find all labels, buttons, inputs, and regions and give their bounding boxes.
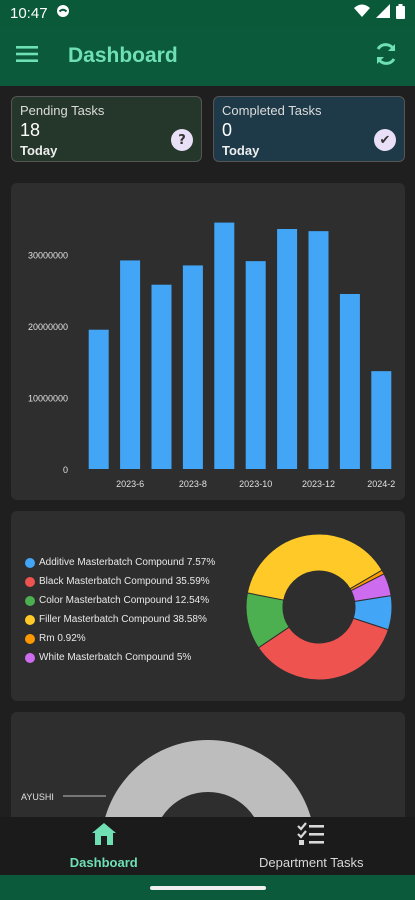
bar xyxy=(182,265,203,469)
donut-slice xyxy=(257,617,389,681)
bar xyxy=(371,371,392,469)
status-time: 10:47 xyxy=(10,4,48,22)
bar xyxy=(120,260,141,469)
completed-tasks-card[interactable]: Completed Tasks 0 Today ✔ xyxy=(213,96,405,162)
legend-item: White Masterbatch Compound 5% xyxy=(25,648,215,667)
x-tick-label: 2023-6 xyxy=(116,479,144,489)
y-tick-label: 20000000 xyxy=(28,322,68,332)
legend-dot xyxy=(25,633,35,644)
legend-label: Color Masterbatch Compound 12.54% xyxy=(39,595,210,606)
checklist-icon xyxy=(297,822,325,851)
y-tick-label: 0 xyxy=(63,465,68,475)
donut-chart-panel: Additive Masterbatch Compound 7.57% Black… xyxy=(11,511,405,701)
legend-label: Additive Masterbatch Compound 7.57% xyxy=(39,557,216,568)
pending-tasks-card[interactable]: Pending Tasks 18 Today ? xyxy=(11,96,202,162)
completed-tasks-value: 0 xyxy=(222,120,233,140)
question-icon: ? xyxy=(171,129,193,151)
check-icon: ✔ xyxy=(374,129,396,151)
x-tick-label: 2023-12 xyxy=(302,479,335,489)
home-icon xyxy=(91,822,117,851)
donut-chart xyxy=(245,533,393,681)
menu-icon[interactable] xyxy=(16,45,38,67)
completed-tasks-period: Today xyxy=(222,143,260,158)
legend-item: Rm 0.92% xyxy=(25,629,215,648)
nav-dashboard-label: Dashboard xyxy=(69,855,138,870)
bar xyxy=(214,222,235,469)
bar xyxy=(277,229,298,469)
user-donut-chart: AYUSHI xyxy=(21,740,311,817)
home-handle[interactable] xyxy=(150,886,266,890)
legend-dot xyxy=(25,652,35,663)
nav-dashboard[interactable]: Dashboard xyxy=(0,817,208,875)
bar xyxy=(88,329,109,469)
pending-tasks-label: Pending Tasks xyxy=(20,103,105,118)
legend-label: Rm 0.92% xyxy=(39,633,86,644)
legend-dot xyxy=(25,557,35,568)
x-tick-label: 2023-8 xyxy=(179,479,207,489)
legend-item: Filler Masterbatch Compound 38.58% xyxy=(25,610,215,629)
bar xyxy=(308,231,329,469)
battery-icon xyxy=(396,3,405,23)
system-nav-bar xyxy=(0,875,415,900)
legend-label: Black Masterbatch Compound 35.59% xyxy=(39,576,210,587)
notification-icon xyxy=(56,4,70,22)
donut-slice xyxy=(350,573,392,602)
bar xyxy=(245,261,266,469)
user-chart-panel: AYUSHI xyxy=(11,712,405,817)
legend-item: Additive Masterbatch Compound 7.57% xyxy=(25,553,215,572)
nav-department-tasks-label: Department Tasks xyxy=(258,855,364,870)
bar-chart: 0 10000000 20000000 30000000 2023-6 2023-8 202… xyxy=(28,222,395,489)
page-title: Dashboard xyxy=(68,44,178,67)
bar xyxy=(339,294,360,469)
app-bar: Dashboard xyxy=(0,26,415,86)
bottom-navigation: Dashboard Department Tasks xyxy=(0,817,415,875)
pending-tasks-value: 18 xyxy=(20,120,41,140)
x-tick-label: 2024-2 xyxy=(367,479,395,489)
donut-slice xyxy=(105,740,311,817)
refresh-icon[interactable] xyxy=(373,41,399,71)
legend-label: White Masterbatch Compound 5% xyxy=(39,652,192,663)
bar-chart-panel: 0 10000000 20000000 30000000 2023-6 2023-8 202… xyxy=(11,183,405,500)
donut-slice xyxy=(246,533,383,601)
nav-department-tasks[interactable]: Department Tasks xyxy=(208,817,415,875)
legend-label: Filler Masterbatch Compound 38.58% xyxy=(39,614,207,625)
y-tick-label: 10000000 xyxy=(28,394,68,404)
pending-tasks-period: Today xyxy=(20,143,58,158)
wifi-icon xyxy=(354,4,370,22)
legend-item: Color Masterbatch Compound 12.54% xyxy=(25,591,215,610)
bar xyxy=(151,284,172,469)
legend-dot xyxy=(25,595,35,606)
x-tick-label: 2023-10 xyxy=(239,479,272,489)
signal-icon xyxy=(376,4,390,22)
legend-dot xyxy=(25,614,35,625)
donut-legend: Additive Masterbatch Compound 7.57% Black… xyxy=(25,553,215,667)
status-bar: 10:47 xyxy=(0,0,415,26)
legend-dot xyxy=(25,576,35,587)
y-tick-label: 30000000 xyxy=(28,251,68,261)
slice-label: AYUSHI xyxy=(21,792,54,802)
legend-item: Black Masterbatch Compound 35.59% xyxy=(25,572,215,591)
completed-tasks-label: Completed Tasks xyxy=(222,103,322,118)
